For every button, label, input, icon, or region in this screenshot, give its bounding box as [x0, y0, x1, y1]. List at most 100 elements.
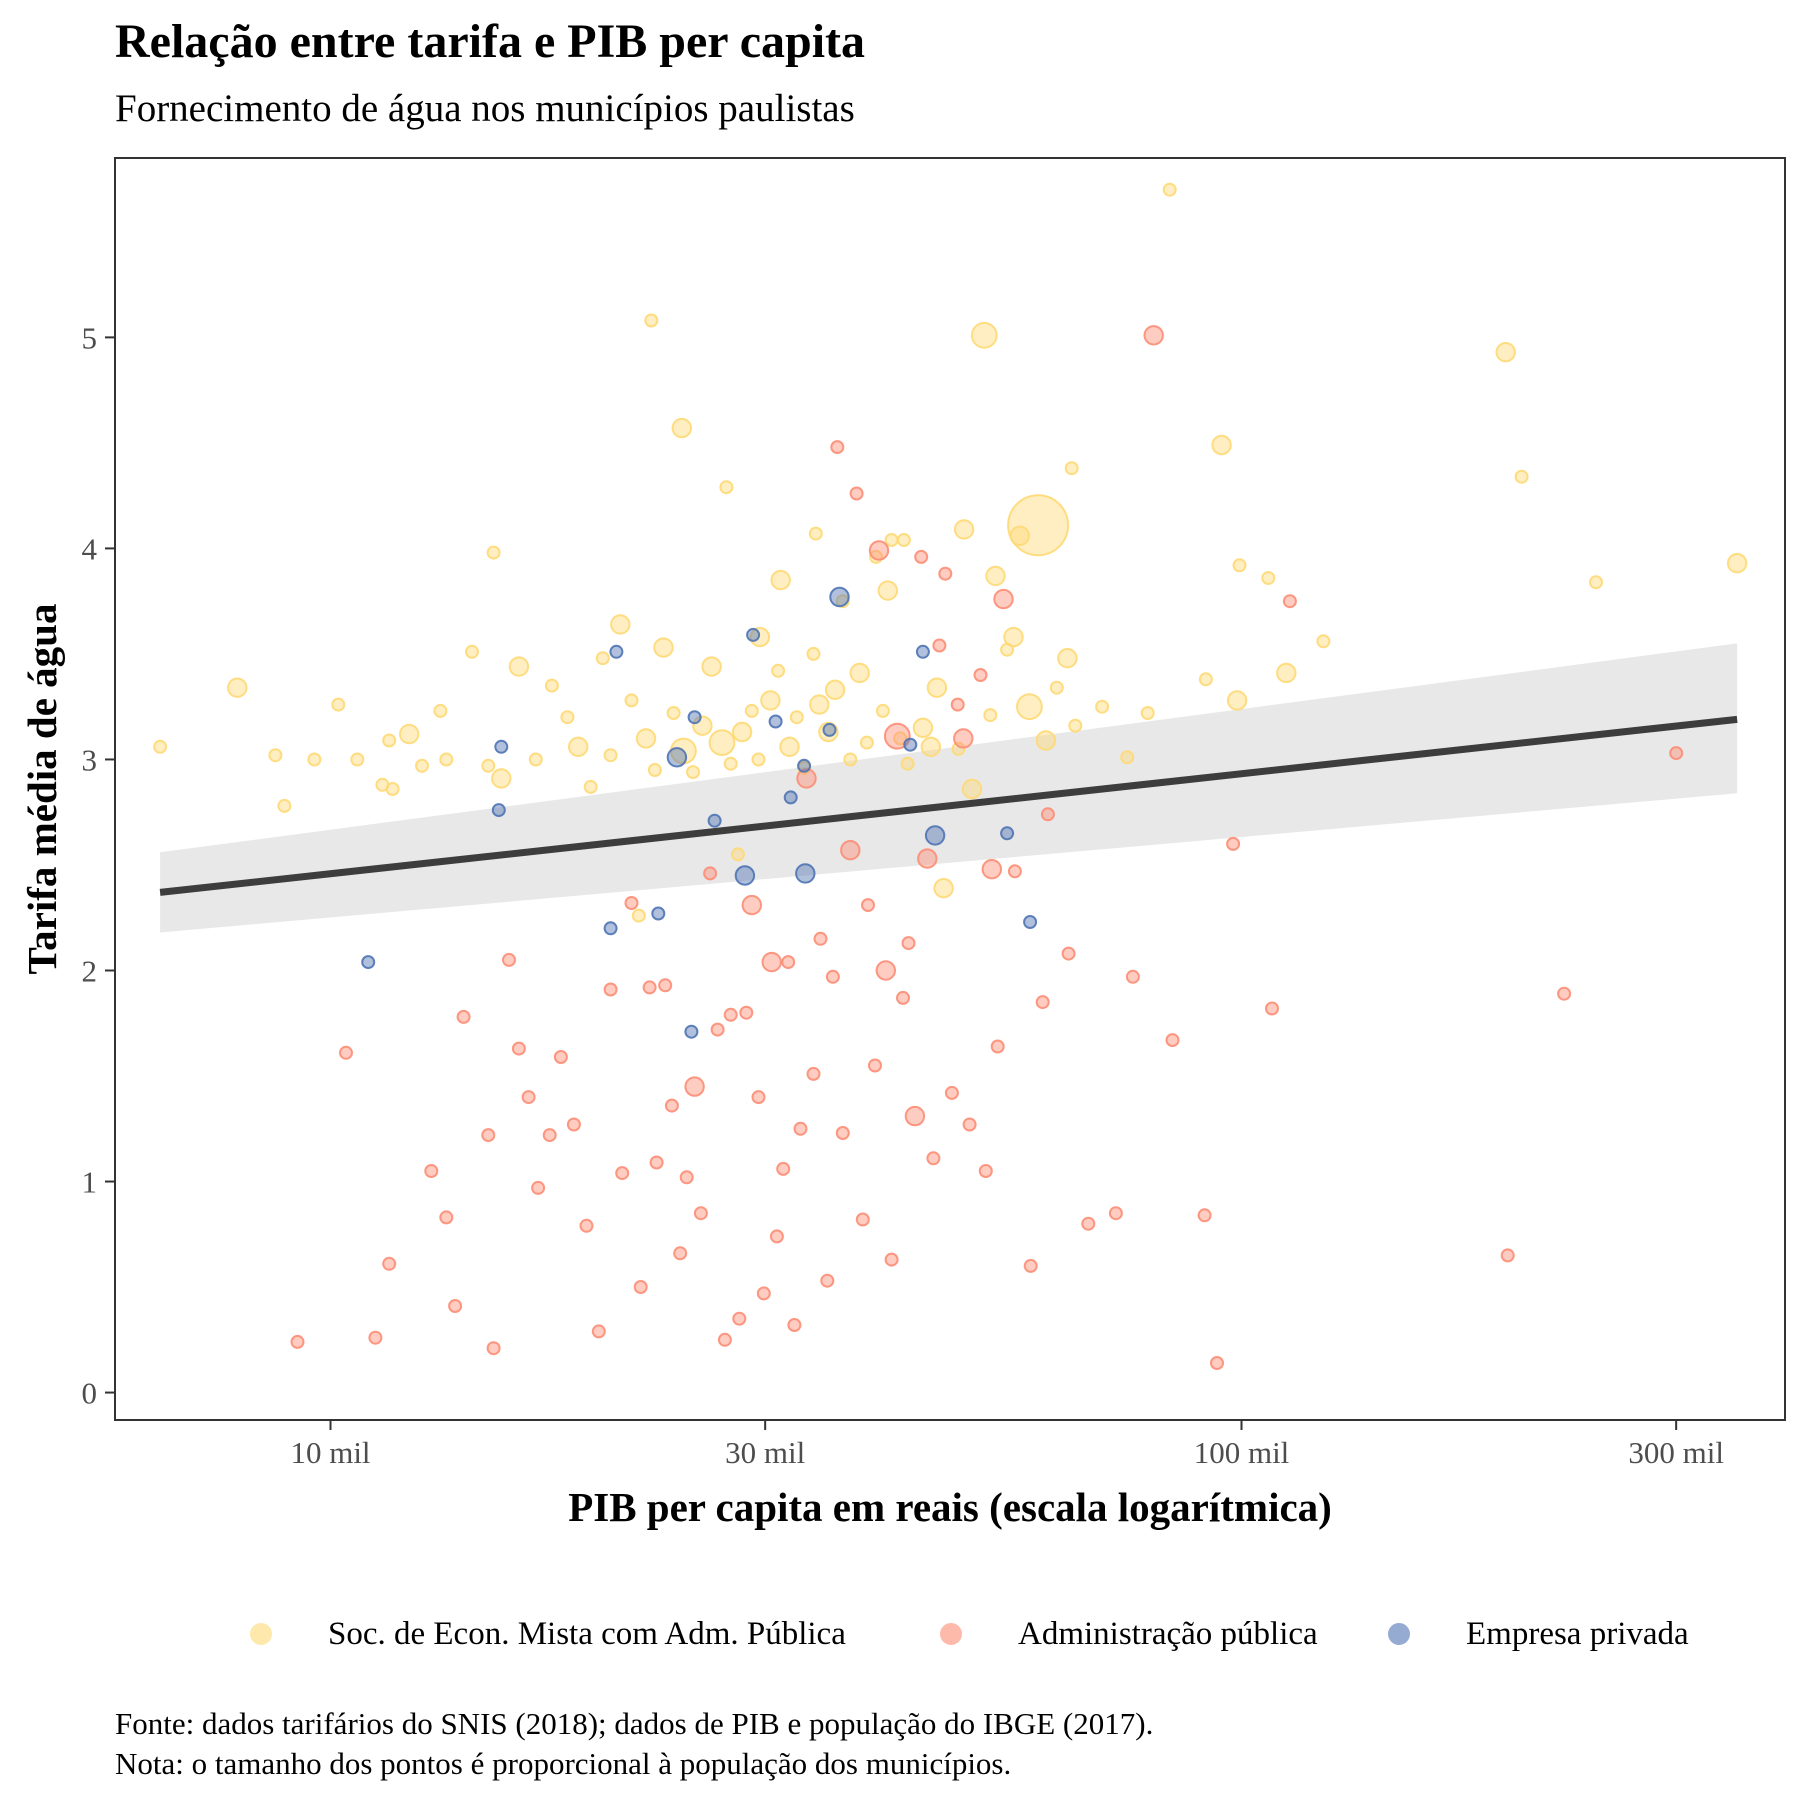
data-point-series-1: [1557, 986, 1572, 1001]
data-point-series-1: [642, 980, 657, 995]
data-point-series-0: [760, 690, 781, 711]
data-point-series-1: [990, 1039, 1005, 1054]
data-point-series-0: [749, 626, 771, 648]
data-point-series-2: [797, 758, 812, 773]
data-point-series-0: [970, 321, 998, 349]
data-point-series-0: [877, 580, 898, 601]
data-point-series-1: [679, 1170, 694, 1185]
data-point-series-1: [883, 722, 911, 750]
data-point-series-0: [730, 847, 745, 862]
confidence-band: [160, 643, 1738, 933]
data-point-series-2: [603, 921, 618, 936]
data-point-series-1: [820, 1273, 835, 1288]
data-point-series-1: [1081, 1216, 1096, 1231]
data-point-series-1: [739, 1005, 754, 1020]
data-point-series-1: [591, 1324, 606, 1339]
data-point-series-0: [1589, 575, 1603, 590]
data-point-series-1: [658, 978, 673, 993]
data-point-series-1: [649, 1155, 664, 1170]
caption-note: Nota: o tamanho dos pontos é proporciona…: [115, 1746, 1012, 1781]
data-point-series-0: [953, 519, 975, 540]
data-point-series-0: [896, 533, 911, 547]
data-point-series-1: [835, 1126, 850, 1140]
data-point-series-0: [528, 752, 543, 767]
data-point-series-1: [1007, 864, 1022, 879]
data-point-series-2: [822, 722, 837, 737]
data-point-series-0: [1232, 558, 1247, 573]
data-point-series-1: [926, 1151, 941, 1166]
data-point-series-1: [732, 1311, 747, 1326]
data-point-series-0: [486, 545, 501, 560]
data-point-series-1: [1108, 1206, 1123, 1221]
data-point-series-0: [751, 752, 766, 767]
data-point-series-1: [624, 896, 639, 910]
data-point-series-2: [684, 1024, 699, 1039]
data-point-series-1: [703, 866, 718, 881]
data-point-series-1: [1282, 594, 1297, 609]
data-point-series-1: [884, 1252, 899, 1267]
chart-subtitle: Fornecimento de água nos municípios paul…: [115, 87, 855, 130]
data-point-series-1: [917, 848, 938, 869]
data-point-series-0: [1120, 750, 1135, 765]
data-point-series-0: [731, 721, 753, 743]
data-point-series-0: [603, 748, 618, 763]
data-point-series-2: [924, 825, 946, 846]
data-point-series-0: [912, 717, 934, 738]
data-point-series-1: [615, 1166, 630, 1181]
data-point-series-0: [653, 637, 674, 658]
data-point-series-0: [433, 703, 448, 718]
data-point-series-2: [491, 803, 506, 818]
data-point-series-0: [779, 736, 800, 757]
data-point-series-0: [568, 736, 589, 757]
x-tick-label: 100 mil: [1194, 1435, 1290, 1470]
data-point-series-0: [859, 735, 874, 750]
data-point-series-0: [985, 565, 1006, 587]
data-point-series-2: [494, 739, 509, 754]
data-point-series-0: [926, 677, 948, 698]
data-point-series-1: [1197, 1208, 1212, 1223]
data-point-series-1: [825, 969, 840, 984]
legend: Soc. de Econ. Mista com Adm. Pública Adm…: [0, 1604, 1800, 1664]
points-layer: [153, 182, 1748, 1370]
data-point-series-0: [686, 765, 700, 780]
data-point-series-0: [153, 739, 168, 754]
data-point-series-1: [693, 1206, 708, 1221]
data-point-series-1: [1165, 1033, 1180, 1048]
data-point-series-1: [932, 638, 947, 653]
axes-layer: 0 1 2 3 4 5 10 mil 30 mil 100 mil 300 mil PIB per …: [19, 157, 1786, 1530]
data-point-series-1: [531, 1180, 546, 1195]
data-point-series-1: [448, 1299, 463, 1313]
scatter-chart: 0 1 2 3 4 5 10 mil 30 mil 100 mil 300 mil PIB per …: [19, 157, 1786, 1530]
confidence-band-layer: [160, 643, 1738, 933]
data-point-series-0: [385, 782, 400, 796]
data-point-series-0: [1162, 182, 1177, 197]
data-point-series-2: [915, 644, 930, 659]
legend-swatch-administracao-publica: [940, 1623, 962, 1645]
data-point-series-1: [486, 1341, 501, 1356]
data-point-series-1: [511, 1041, 526, 1056]
data-point-series-0: [1261, 571, 1276, 585]
legend-label: Empresa privada: [1466, 1615, 1689, 1652]
data-point-series-1: [796, 768, 817, 789]
trend-line: [159, 715, 1738, 896]
data-point-series-1: [787, 1318, 802, 1332]
data-point-series-0: [583, 779, 598, 794]
chart-title: Relação entre tarifa e PIB per capita: [115, 15, 866, 68]
data-point-series-1: [684, 1076, 705, 1097]
data-point-series-0: [933, 878, 954, 899]
data-point-series-1: [868, 540, 890, 561]
data-point-series-1: [481, 1128, 496, 1143]
data-point-series-1: [875, 960, 896, 981]
data-point-series-1: [382, 1256, 397, 1271]
data-point-series-1: [502, 952, 516, 967]
data-point-series-2: [746, 627, 761, 642]
data-point-series-0: [382, 733, 397, 748]
data-point-series-0: [1035, 730, 1057, 751]
data-point-series-1: [813, 931, 828, 946]
data-point-series-0: [595, 651, 610, 666]
data-point-series-1: [993, 588, 1014, 610]
data-point-series-0: [350, 752, 365, 767]
x-tick-label: 10 mil: [290, 1435, 370, 1470]
data-point-series-0: [1226, 690, 1248, 711]
data-point-series-0: [1049, 680, 1064, 695]
